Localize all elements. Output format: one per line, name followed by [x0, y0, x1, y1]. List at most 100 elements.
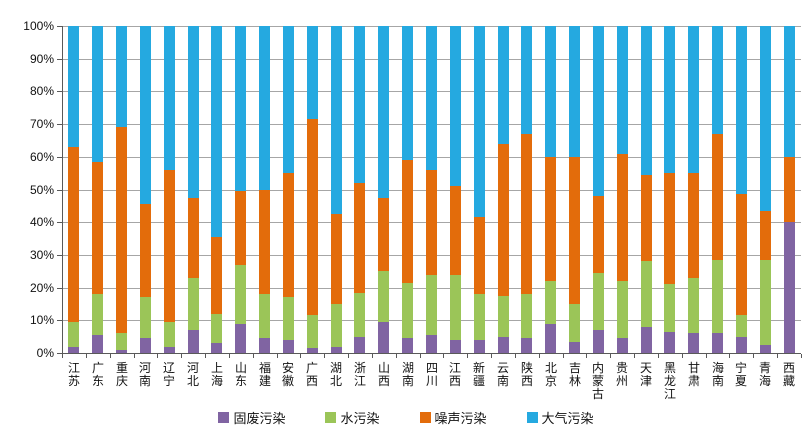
bar-segment-固废污染-西藏 [784, 222, 795, 353]
bar-segment-噪声污染-云南 [498, 143, 509, 296]
bar-segment-大气污染-西藏 [784, 26, 795, 157]
y-tick [57, 26, 62, 27]
bar-segment-固废污染-山西 [378, 321, 389, 353]
x-category-label: 河北 [186, 361, 199, 388]
bar-segment-大气污染-新疆 [474, 26, 485, 218]
x-axis-line [58, 353, 801, 354]
y-tick [57, 222, 62, 223]
y-tick-label: 60% [29, 150, 54, 164]
x-tick [324, 354, 325, 358]
bar-segment-噪声污染-陕西 [521, 133, 532, 295]
x-tick [610, 354, 611, 358]
x-tick [205, 354, 206, 358]
x-category-label: 天津 [639, 361, 652, 388]
x-tick [348, 354, 349, 358]
bar-segment-大气污染-江西 [450, 26, 461, 187]
y-tick-label: 0% [36, 346, 54, 360]
x-tick [396, 354, 397, 358]
y-axis-line [62, 26, 63, 357]
bar-segment-固废污染-甘肃 [688, 333, 699, 353]
bar-segment-水污染-湖南 [402, 282, 413, 339]
x-tick [86, 354, 87, 358]
bar-segment-噪声污染-内蒙古 [593, 196, 604, 273]
bar-segment-水污染-广东 [92, 294, 103, 335]
bar-segment-噪声污染-天津 [641, 174, 652, 262]
bar-segment-噪声污染-青海 [760, 210, 771, 260]
bar-segment-固废污染-新疆 [474, 339, 485, 353]
bar-segment-水污染-黑龙江 [664, 284, 675, 332]
bar-segment-大气污染-青海 [760, 26, 771, 211]
bar-segment-大气污染-上海 [211, 26, 222, 237]
y-tick [57, 59, 62, 60]
x-category-label: 河南 [138, 361, 151, 388]
bar-segment-固废污染-福建 [259, 338, 270, 353]
bar-segment-固废污染-辽宁 [164, 346, 175, 353]
bar-segment-噪声污染-广西 [307, 119, 318, 316]
bar-segment-固废污染-贵州 [617, 338, 628, 353]
bar-segment-固废污染-北京 [545, 323, 556, 353]
bar-segment-大气污染-吉林 [569, 26, 580, 157]
legend-item-噪声污染: 噪声污染 [419, 408, 487, 427]
bar-segment-水污染-上海 [211, 313, 222, 344]
bar-segment-水污染-宁夏 [736, 315, 747, 337]
bar-segment-噪声污染-新疆 [474, 217, 485, 295]
legend-swatch-icon [419, 412, 431, 423]
bar-segment-水污染-北京 [545, 281, 556, 324]
x-tick [753, 354, 754, 358]
bar-segment-大气污染-山东 [235, 26, 246, 192]
y-tick-label: 50% [29, 183, 54, 197]
x-tick [181, 354, 182, 358]
bar-segment-固废污染-陕西 [521, 338, 532, 353]
bar-segment-大气污染-湖南 [402, 26, 413, 161]
x-category-label: 北京 [544, 361, 557, 388]
y-tick-label: 20% [29, 281, 54, 295]
y-tick [57, 320, 62, 321]
bar-segment-水污染-辽宁 [164, 322, 175, 347]
bar-segment-噪声污染-吉林 [569, 156, 580, 304]
x-tick [134, 354, 135, 358]
x-tick [539, 354, 540, 358]
bar-segment-水污染-天津 [641, 261, 652, 327]
bar-segment-大气污染-湖北 [331, 26, 342, 214]
y-tick-label: 90% [29, 52, 54, 66]
x-category-label: 湖北 [329, 361, 342, 388]
y-tick-label: 10% [29, 313, 54, 327]
x-tick [777, 354, 778, 358]
bar-segment-大气污染-广东 [92, 26, 103, 162]
x-tick [634, 354, 635, 358]
bar-segment-大气污染-四川 [426, 26, 437, 170]
y-tick [57, 255, 62, 256]
y-tick-label: 30% [29, 248, 54, 262]
bar-segment-噪声污染-海南 [712, 133, 723, 260]
x-category-label: 西藏 [782, 361, 795, 388]
bar-segment-噪声污染-宁夏 [736, 194, 747, 316]
bar-segment-噪声污染-贵州 [617, 153, 628, 282]
bar-segment-大气污染-宁夏 [736, 26, 747, 195]
bar-segment-噪声污染-江西 [450, 186, 461, 275]
x-category-label: 云南 [496, 361, 509, 388]
bar-segment-噪声污染-浙江 [354, 183, 365, 293]
x-tick [253, 354, 254, 358]
x-tick [443, 354, 444, 358]
x-category-label: 四川 [425, 361, 438, 388]
bar-segment-大气污染-北京 [545, 26, 556, 157]
bar-segment-大气污染-辽宁 [164, 26, 175, 170]
bar-segment-水污染-湖北 [331, 304, 342, 347]
bar-segment-大气污染-云南 [498, 26, 509, 144]
x-tick [277, 354, 278, 358]
bar-segment-大气污染-江苏 [68, 26, 79, 147]
bar-segment-噪声污染-江苏 [68, 147, 79, 322]
x-tick [729, 354, 730, 358]
legend-swatch-icon [526, 412, 538, 423]
legend-item-水污染: 水污染 [325, 408, 380, 427]
x-tick [229, 354, 230, 358]
x-category-label: 青海 [758, 361, 771, 388]
bar-segment-大气污染-浙江 [354, 26, 365, 183]
y-tick-label: 100% [23, 19, 54, 33]
bar-segment-噪声污染-河北 [188, 197, 199, 278]
bar-segment-固废污染-安徽 [283, 339, 294, 353]
bar-segment-水污染-山东 [235, 264, 246, 324]
bar-segment-水污染-四川 [426, 274, 437, 335]
bar-segment-噪声污染-河南 [140, 204, 151, 298]
bar-segment-噪声污染-四川 [426, 169, 437, 275]
